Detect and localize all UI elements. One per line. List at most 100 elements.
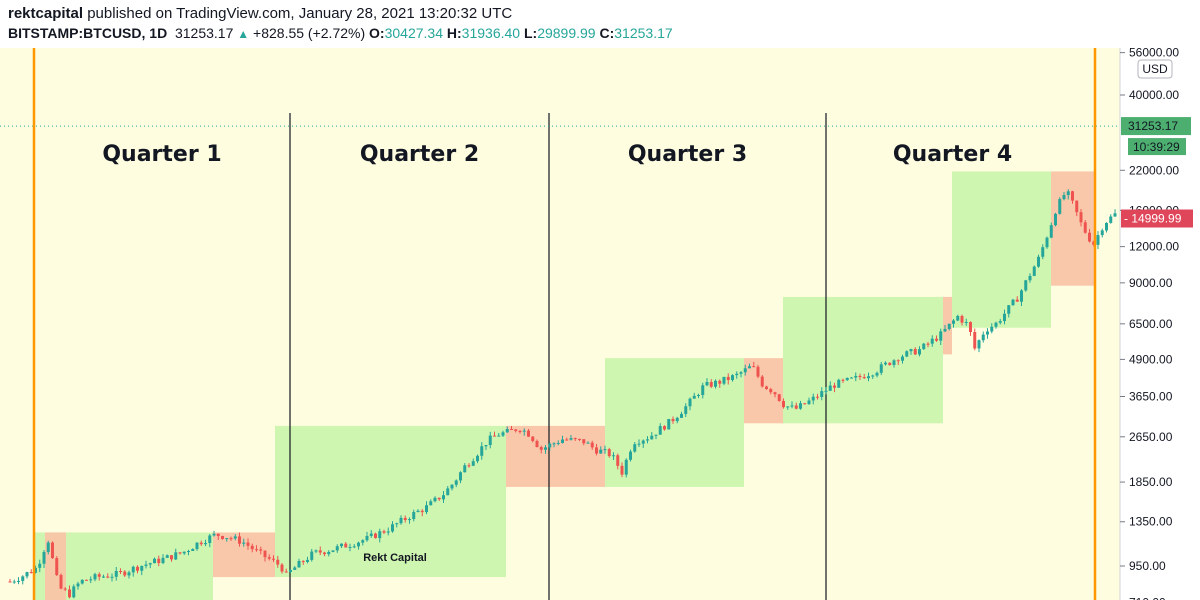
candle-body [242,542,246,544]
candle-body [505,429,509,433]
candle-body [590,442,594,448]
candle-body [34,567,37,573]
quarter-labels: Quarter 1 Quarter 2 Quarter 3 Quarter 4 [102,142,1012,167]
y-tick-label: 6500.00 [1129,317,1173,331]
vertical-markers [32,48,1097,600]
candle-body [603,449,607,451]
ohlc-line: BITSTAMP:BTCUSD, 1D 31253.17 ▲ +828.55 (… [8,25,673,41]
candle-body [896,360,900,362]
candle-body [616,455,620,466]
candle-body [1020,290,1023,302]
green-zone [783,296,943,424]
high-label: H: [446,25,462,41]
red-zone [943,296,952,355]
high-value: 31936.40 [461,25,521,41]
candle-body [204,543,207,545]
y-axis: 56000.0040000.0022000.0016000.0012000.00… [1120,48,1179,600]
candle-body [990,326,994,332]
candle-body [276,559,280,565]
candle-body [641,440,645,444]
candle-body [106,576,110,578]
candle-body [1071,191,1074,201]
countdown-tag-text: 10:39:29 [1133,140,1180,154]
candle-body [947,323,951,329]
candle-body [705,382,709,386]
candle-body [102,576,105,578]
last-price: 31253.17 [174,25,234,41]
candle-body [552,443,556,445]
candle-body [114,571,118,577]
candle-body [8,581,12,583]
y-tick-label: 22000.00 [1129,163,1179,177]
candle-body [403,517,407,520]
candle-body [148,563,152,565]
candle-body [55,558,59,575]
candle-body [289,569,292,572]
candle-body [637,443,641,445]
candle-body [960,315,964,323]
candle-body [144,564,148,566]
candle-body [935,338,938,341]
candle-body [267,557,271,559]
quarter-label: Quarter 1 [102,142,221,167]
candle-body [845,377,849,381]
candle-body [1105,222,1108,231]
candle-body [811,396,815,401]
candle-body [174,552,178,560]
y-tick-label: 710.00 [1129,596,1166,600]
candle-body [569,438,573,440]
candle-body [807,400,811,405]
candle-body [718,380,722,384]
green-zone [275,425,506,578]
candle-body [952,320,955,324]
candle-body [327,551,331,555]
candle-body [701,385,705,395]
candle-body [964,322,968,324]
price-chart[interactable]: Quarter 1 Quarter 2 Quarter 3 Quarter 4 Rek… [0,48,1200,600]
watermark: Rekt Capital [363,552,427,564]
candle-body [497,435,501,437]
candle-body [476,455,479,462]
candle-body [1003,313,1006,322]
candle-body [794,405,798,409]
candle-body [420,510,424,513]
candle-body [875,372,879,376]
candle-body [816,396,819,398]
candle-body [786,406,790,408]
candle-body [255,549,258,551]
candle-body [854,375,858,378]
red-zone [744,358,783,424]
candle-body [374,533,377,539]
candle-body [671,418,675,422]
candle-body [837,379,841,388]
candle-body [518,431,522,433]
candle-body [165,555,169,558]
candle-body [743,368,747,373]
candle-body [408,519,411,521]
candle-body [544,447,547,450]
green-zone [605,358,744,487]
marker-price-tag-text: - 14999.99 [1124,212,1182,226]
candle-body [463,465,467,473]
candle-body [956,315,960,321]
candle-body [1007,305,1011,314]
candle-body [748,366,751,369]
symbol-label[interactable]: BITSTAMP:BTCUSD, 1D [8,25,168,41]
candle-body [943,328,947,332]
candle-body [1083,222,1087,233]
candle-body [548,443,552,448]
author-name[interactable]: rektcapital [8,5,84,22]
candle-body [527,430,530,437]
candle-body [399,517,403,524]
candle-body [284,571,288,573]
candle-body [225,538,229,540]
last-price-tag [1121,117,1191,136]
candle-body [386,531,390,533]
candle-body [769,389,773,393]
candle-body [913,349,917,355]
candle-body [599,449,603,454]
candle-body [1109,216,1113,223]
candle-body [926,343,930,345]
candle-body [803,403,807,405]
candle-body [667,418,671,430]
